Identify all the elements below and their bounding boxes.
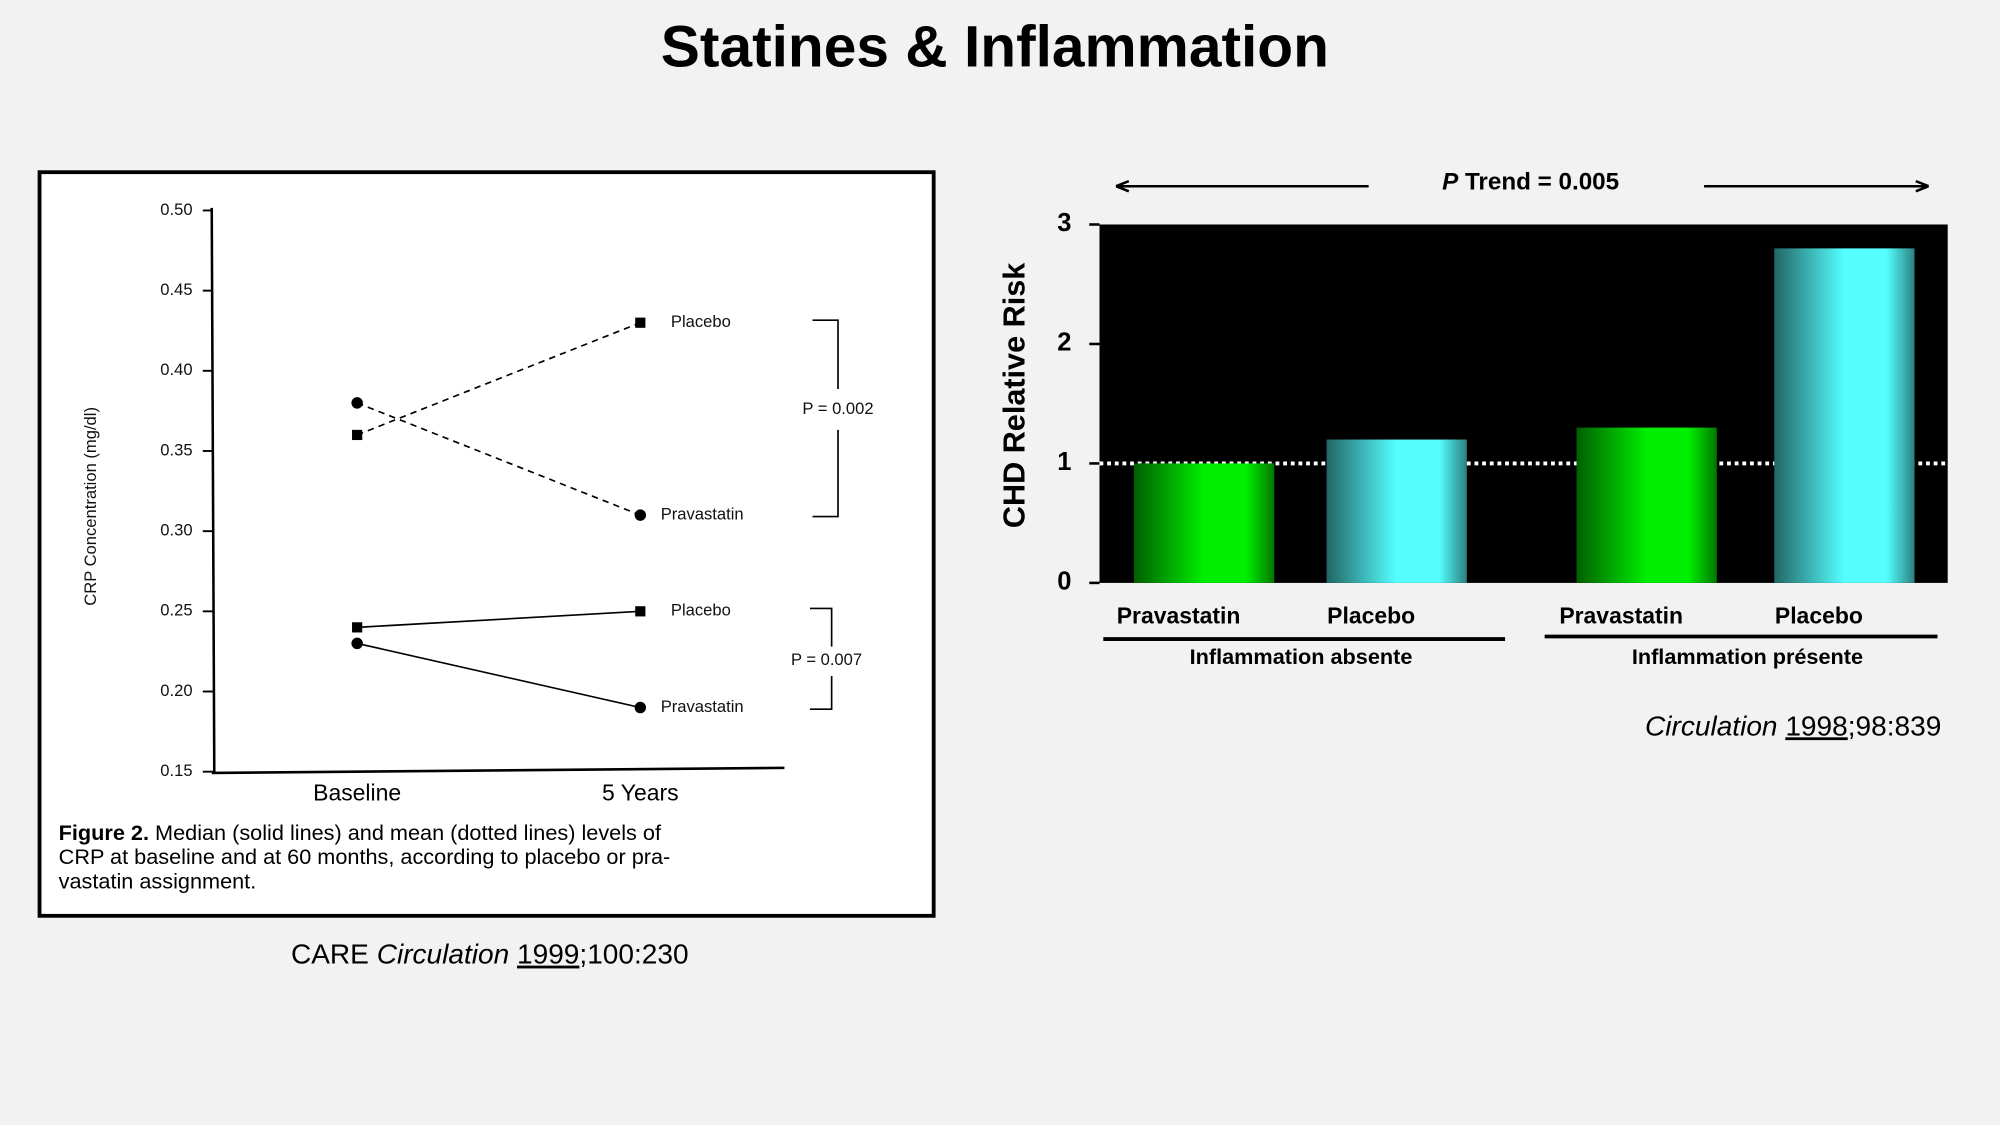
figure-frame [37, 170, 936, 918]
y-axis-label: CRP Concentration (mg/dl) [81, 407, 100, 606]
y-tick-label: 2 [1057, 329, 1071, 357]
marker [635, 606, 646, 617]
y-tick-label: 0.20 [160, 681, 192, 700]
y-tick-label: 0.15 [160, 761, 192, 780]
y-tick-label: 0.25 [160, 601, 192, 620]
citation-part: ;100:230 [579, 939, 688, 970]
citation: Circulation 1998;98:839 [1645, 711, 1941, 742]
series-label: Pravastatin [661, 504, 744, 523]
y-tick-label: 1 [1057, 448, 1071, 476]
citation: CARE Circulation 1999;100:230 [291, 939, 689, 970]
bar [1133, 463, 1275, 583]
group-label: Inflammation absente [1190, 644, 1413, 669]
bracket [809, 607, 833, 711]
y-tick-label: 3 [1057, 209, 1071, 237]
citation-part: 1998 [1785, 711, 1847, 742]
bar [1576, 427, 1717, 583]
y-tick-label: 0.30 [160, 521, 192, 540]
y-tick-label: 0.40 [160, 360, 192, 379]
caption-line: Median (solid lines) and mean (dotted li… [155, 820, 662, 845]
arrow [1115, 179, 1369, 193]
citation-part: Circulation [1645, 711, 1778, 742]
caption: Figure 2. Median (solid lines) and mean … [59, 820, 662, 845]
y-tick-label: 0.50 [160, 200, 192, 219]
annotation: P Trend = 0.005 [1442, 169, 1619, 196]
y-axis-label: CHD Relative Risk [998, 262, 1032, 528]
y-tick-label: 0 [1057, 568, 1071, 596]
y-tick-label: 0.35 [160, 440, 192, 459]
x-tick-label: 5 Years [602, 780, 679, 806]
x-tick-label: Baseline [313, 780, 401, 806]
x-tick-label: Pravastatin [1559, 602, 1683, 628]
y-axis [210, 207, 216, 773]
series-line [357, 610, 641, 629]
citation-part: ;98:839 [1848, 711, 1942, 742]
marker [352, 622, 363, 633]
series-label: Placebo [671, 312, 731, 331]
marker [635, 317, 646, 328]
annotation-part: P [1442, 169, 1459, 196]
marker [352, 429, 363, 441]
x-tick-label: Placebo [1775, 602, 1863, 628]
x-axis [211, 766, 785, 775]
bracket [812, 319, 839, 518]
citation-part: Circulation [377, 939, 510, 970]
citation-part: 1999 [517, 939, 579, 970]
series-label: Placebo [671, 601, 731, 620]
bar [1774, 248, 1915, 583]
series-line [356, 402, 641, 516]
annotation: P = 0.007 [791, 650, 862, 669]
marker [634, 509, 647, 521]
bar [1326, 439, 1467, 583]
series-line [356, 642, 641, 709]
marker [351, 637, 363, 650]
marker [351, 397, 363, 409]
arrow [1704, 179, 1930, 193]
y-tick-label: 0.45 [160, 280, 192, 299]
series-line [356, 321, 641, 436]
caption-line: CRP at baseline and at 60 months, accord… [59, 844, 671, 869]
caption-line: vastatin assignment. [59, 868, 257, 893]
annotation-part: Trend = 0.005 [1465, 169, 1619, 196]
annotation: P = 0.002 [802, 399, 873, 418]
citation-part: CARE [291, 939, 369, 970]
x-tick-label: Pravastatin [1117, 602, 1241, 628]
caption-label: Figure 2. [59, 820, 149, 845]
marker [634, 701, 647, 714]
slide-title: Statines & Inflammation [661, 15, 1329, 80]
series-label: Pravastatin [661, 697, 744, 716]
group-label: Inflammation présente [1632, 644, 1863, 669]
x-tick-label: Placebo [1327, 602, 1415, 628]
